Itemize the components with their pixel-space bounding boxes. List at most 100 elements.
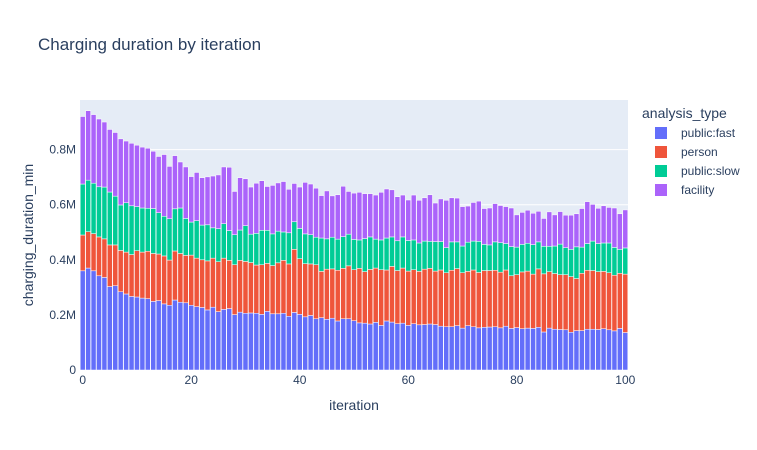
bar-facility[interactable] xyxy=(307,183,314,235)
bar-public-slow[interactable] xyxy=(259,230,265,266)
bar-person[interactable] xyxy=(589,270,596,330)
bar-facility[interactable] xyxy=(134,144,140,207)
bar-person[interactable] xyxy=(79,234,86,272)
bar-public-slow[interactable] xyxy=(611,247,618,276)
bar-facility[interactable] xyxy=(172,155,178,210)
bar-public-fast[interactable] xyxy=(497,327,504,371)
bar-public-fast[interactable] xyxy=(465,325,471,371)
bar-person[interactable] xyxy=(557,274,563,330)
bar-public-slow[interactable] xyxy=(595,243,601,272)
bar-public-fast[interactable] xyxy=(101,277,108,371)
bar-public-fast[interactable] xyxy=(302,316,308,371)
bar-public-fast[interactable] xyxy=(313,318,319,371)
bar-facility[interactable] xyxy=(367,193,374,238)
bar-public-slow[interactable] xyxy=(492,241,498,271)
bar-facility[interactable] xyxy=(465,205,471,243)
bar-facility[interactable] xyxy=(470,202,477,242)
bar-facility[interactable] xyxy=(79,116,86,185)
bar-public-fast[interactable] xyxy=(546,327,553,371)
bar-public-fast[interactable] xyxy=(432,324,439,371)
bar-public-fast[interactable] xyxy=(606,329,612,371)
bar-public-slow[interactable] xyxy=(410,239,417,270)
bar-facility[interactable] xyxy=(107,129,113,193)
bar-person[interactable] xyxy=(96,236,102,277)
bar-facility[interactable] xyxy=(248,186,254,235)
bar-facility[interactable] xyxy=(394,196,401,242)
bar-public-fast[interactable] xyxy=(242,312,249,371)
bar-facility[interactable] xyxy=(524,209,531,244)
bar-public-fast[interactable] xyxy=(389,321,395,371)
bar-facility[interactable] xyxy=(199,177,205,226)
bar-public-slow[interactable] xyxy=(101,186,108,240)
bar-public-slow[interactable] xyxy=(568,249,574,277)
bar-person[interactable] xyxy=(611,274,618,332)
bar-facility[interactable] xyxy=(112,132,119,197)
bar-facility[interactable] xyxy=(210,175,216,229)
bar-facility[interactable] xyxy=(508,207,515,247)
bar-facility[interactable] xyxy=(568,214,574,250)
bar-person[interactable] xyxy=(503,269,509,327)
bar-facility[interactable] xyxy=(378,192,384,241)
bar-facility[interactable] xyxy=(318,195,325,239)
bar-public-slow[interactable] xyxy=(237,229,243,261)
bar-person[interactable] xyxy=(600,271,607,329)
bar-facility[interactable] xyxy=(600,205,607,244)
bar-public-slow[interactable] xyxy=(459,245,466,273)
bar-public-slow[interactable] xyxy=(253,233,260,266)
bar-public-slow[interactable] xyxy=(617,249,623,274)
bar-public-slow[interactable] xyxy=(117,204,124,251)
bar-person[interactable] xyxy=(134,250,140,298)
bar-facility[interactable] xyxy=(552,214,558,247)
bar-person[interactable] xyxy=(264,263,270,312)
bar-public-slow[interactable] xyxy=(541,246,547,275)
bar-person[interactable] xyxy=(269,265,276,315)
bar-public-fast[interactable] xyxy=(161,303,167,371)
bar-facility[interactable] xyxy=(313,187,319,238)
bar-public-slow[interactable] xyxy=(562,247,569,275)
bar-facility[interactable] xyxy=(215,174,222,229)
bar-public-fast[interactable] xyxy=(481,327,487,371)
bar-facility[interactable] xyxy=(622,209,629,249)
bar-person[interactable] xyxy=(199,259,205,308)
bar-public-fast[interactable] xyxy=(421,324,428,371)
bar-facility[interactable] xyxy=(530,212,536,245)
bar-public-slow[interactable] xyxy=(210,227,216,259)
bar-public-fast[interactable] xyxy=(492,326,498,371)
bar-facility[interactable] xyxy=(427,194,433,242)
bar-public-fast[interactable] xyxy=(112,285,119,371)
bar-facility[interactable] xyxy=(589,204,596,242)
bar-person[interactable] xyxy=(405,270,412,326)
bar-facility[interactable] xyxy=(334,194,341,240)
bar-public-slow[interactable] xyxy=(416,242,422,272)
bar-facility[interactable] xyxy=(231,191,238,235)
bar-public-fast[interactable] xyxy=(264,311,270,371)
bar-public-slow[interactable] xyxy=(530,244,536,275)
bar-person[interactable] xyxy=(595,271,601,330)
bar-public-fast[interactable] xyxy=(356,322,363,371)
bar-public-fast[interactable] xyxy=(573,330,580,371)
bar-person[interactable] xyxy=(204,260,211,311)
bar-person[interactable] xyxy=(514,274,520,328)
bar-facility[interactable] xyxy=(432,202,439,242)
bar-facility[interactable] xyxy=(253,182,260,234)
bar-public-fast[interactable] xyxy=(400,322,406,371)
bar-public-slow[interactable] xyxy=(579,246,585,274)
bar-facility[interactable] xyxy=(443,200,449,248)
bar-public-fast[interactable] xyxy=(166,305,173,371)
bar-public-slow[interactable] xyxy=(307,234,314,265)
bar-public-fast[interactable] xyxy=(204,309,211,371)
bar-public-slow[interactable] xyxy=(134,206,140,251)
bar-public-slow[interactable] xyxy=(221,223,227,259)
bar-public-slow[interactable] xyxy=(199,224,205,261)
bar-public-fast[interactable] xyxy=(237,311,243,371)
bar-person[interactable] xyxy=(150,253,156,302)
bar-public-slow[interactable] xyxy=(389,236,395,267)
bar-public-fast[interactable] xyxy=(611,330,618,371)
bar-public-slow[interactable] xyxy=(150,208,156,254)
bar-public-slow[interactable] xyxy=(193,220,200,259)
bar-public-slow[interactable] xyxy=(242,225,249,262)
bar-person[interactable] xyxy=(416,271,422,326)
bar-public-fast[interactable] xyxy=(117,291,124,371)
bar-facility[interactable] xyxy=(161,154,167,217)
bar-person[interactable] xyxy=(617,273,623,329)
